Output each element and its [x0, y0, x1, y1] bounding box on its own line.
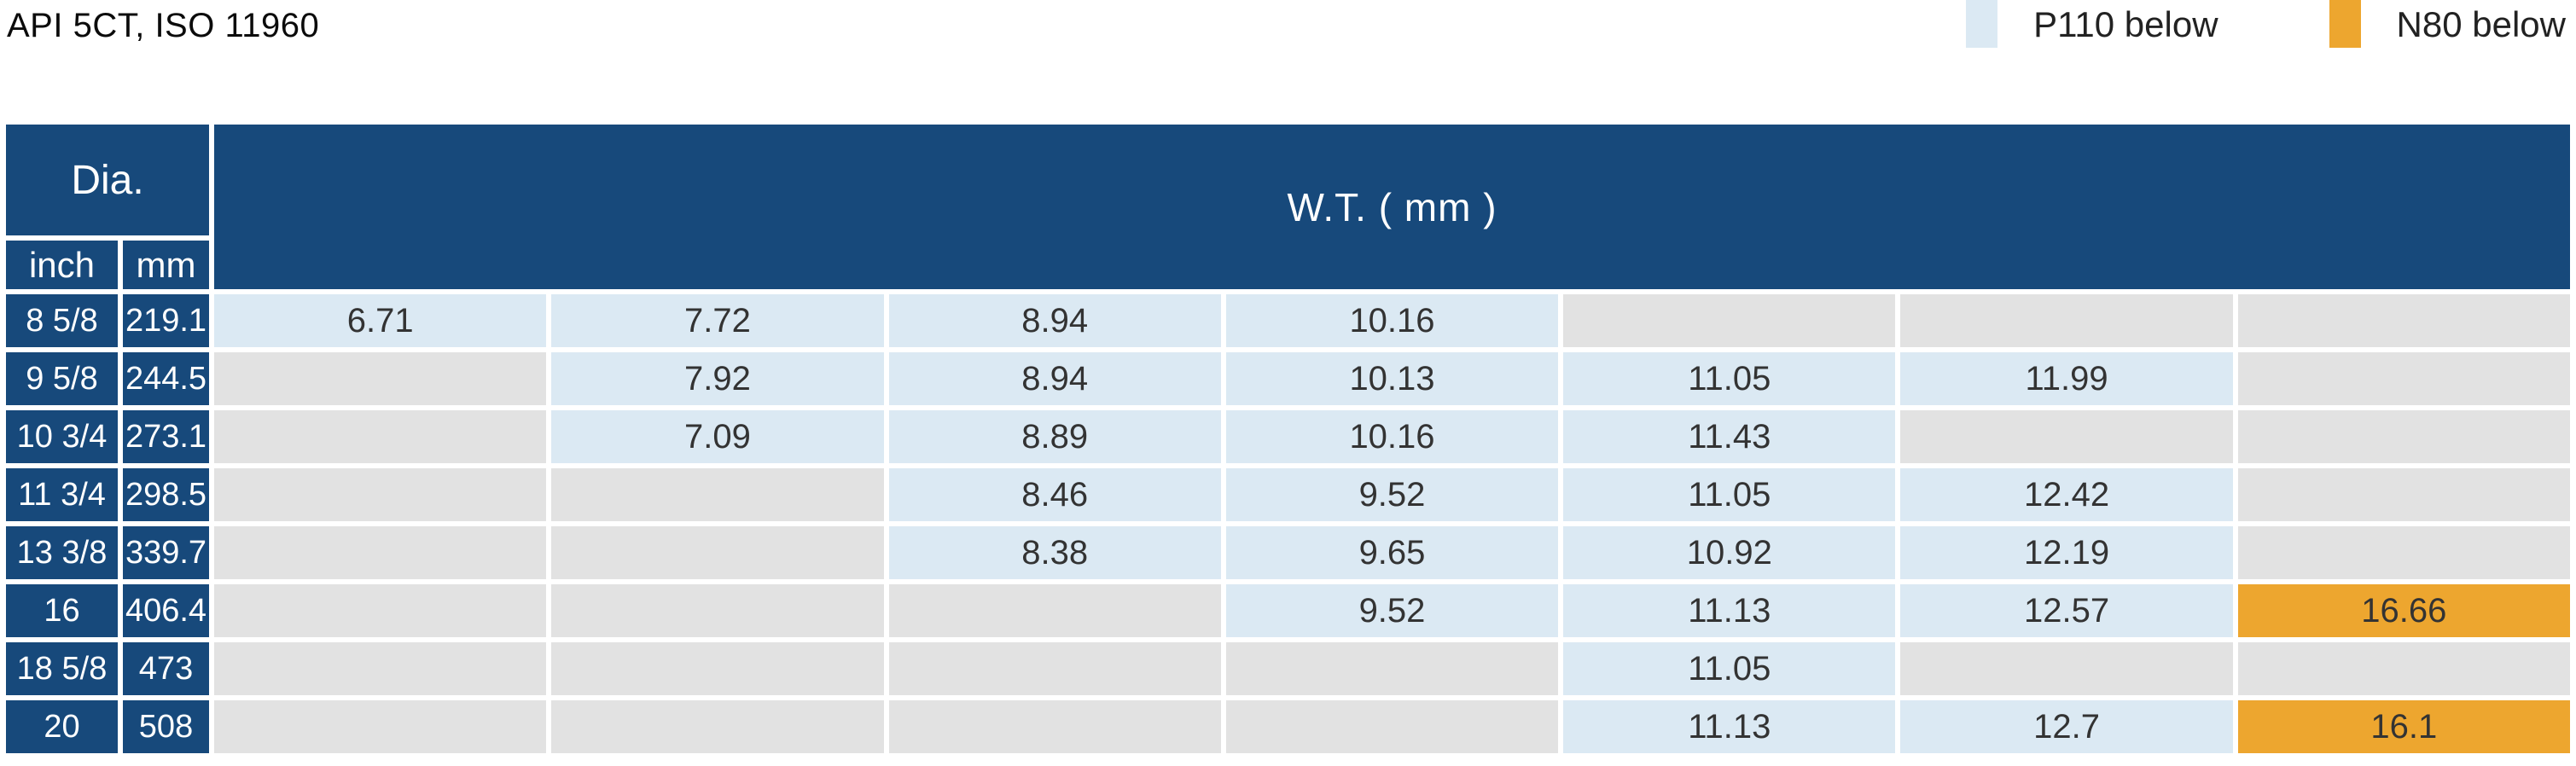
- dia-mm-cell: 244.5: [123, 352, 210, 405]
- wt-value-cell: 10.13: [1225, 352, 1559, 405]
- dia-mm-cell: 508: [123, 700, 210, 753]
- legend-label-p110: P110 below: [2033, 4, 2218, 44]
- p110-swatch: [1966, 0, 1998, 48]
- wt-value-cell: 6.71: [214, 294, 547, 347]
- wt-empty-cell: [551, 642, 884, 695]
- wt-empty-cell: [214, 700, 547, 753]
- wt-value-cell: 11.05: [1563, 468, 1896, 521]
- wt-empty-cell: [2237, 294, 2570, 347]
- wt-value-cell: 16.1: [2237, 700, 2570, 753]
- mm-header: mm: [123, 241, 210, 289]
- wt-value-cell: 10.16: [1225, 294, 1559, 347]
- table-row: 13 3/8 339.7 8.38 9.65 10.92 12.19: [6, 526, 2570, 579]
- inch-header: inch: [6, 241, 118, 289]
- wt-empty-cell: [2237, 642, 2570, 695]
- wt-value-cell: 11.43: [1563, 410, 1896, 463]
- table-row: 10 3/4 273.1 7.09 8.89 10.16 11.43: [6, 410, 2570, 463]
- wt-value-cell: 8.94: [888, 352, 1221, 405]
- dia-inch-cell: 20: [6, 700, 118, 753]
- wt-empty-cell: [551, 468, 884, 521]
- dia-inch-cell: 10 3/4: [6, 410, 118, 463]
- table-body: 8 5/8 219.1 6.71 7.72 8.94 10.16 9 5/8 244.5 7.9…: [6, 294, 2570, 753]
- legend-label-n80: N80 below: [2396, 4, 2566, 44]
- wt-empty-cell: [1900, 410, 2233, 463]
- wt-value-cell: 10.92: [1563, 526, 1896, 579]
- dia-inch-cell: 13 3/8: [6, 526, 118, 579]
- wt-empty-cell: [1900, 642, 2233, 695]
- wt-value-cell: 8.38: [888, 526, 1221, 579]
- wt-value-cell: 12.57: [1900, 584, 2233, 637]
- wt-empty-cell: [551, 700, 884, 753]
- wt-value-cell: 7.72: [551, 294, 884, 347]
- dia-mm-cell: 273.1: [123, 410, 210, 463]
- dia-mm-cell: 406.4: [123, 584, 210, 637]
- wt-empty-cell: [214, 352, 547, 405]
- header-row-1: Dia. W.T. ( mm ): [6, 125, 2570, 289]
- table-row: 20 508 11.13 12.7 16.1: [6, 700, 2570, 753]
- wt-empty-cell: [1563, 294, 1896, 347]
- table-row: 16 406.4 9.52 11.13 12.57 16.66: [6, 584, 2570, 637]
- wt-empty-cell: [551, 526, 884, 579]
- wt-empty-cell: [214, 410, 547, 463]
- dia-inch-cell: 11 3/4: [6, 468, 118, 521]
- wt-value-cell: 7.92: [551, 352, 884, 405]
- wt-value-cell: 7.09: [551, 410, 884, 463]
- wt-value-cell: 11.99: [1900, 352, 2233, 405]
- top-bar: API 5CT, ISO 11960 P110 below N80 below: [0, 0, 2576, 119]
- wt-empty-cell: [214, 642, 547, 695]
- dia-mm-cell: 219.1: [123, 294, 210, 347]
- dia-header: Dia.: [6, 125, 210, 235]
- dia-mm-cell: 339.7: [123, 526, 210, 579]
- casing-spec-table: Dia. W.T. ( mm ) inch mm 8 5/8 219.1 6.71 7…: [1, 119, 2575, 758]
- table-row: 18 5/8 473 11.05: [6, 642, 2570, 695]
- wt-empty-cell: [2237, 468, 2570, 521]
- wt-value-cell: 9.52: [1225, 584, 1559, 637]
- wt-empty-cell: [2237, 526, 2570, 579]
- wt-empty-cell: [214, 468, 547, 521]
- n80-swatch: [2329, 0, 2361, 48]
- wt-value-cell: 11.13: [1563, 700, 1896, 753]
- header-row-2: inch mm: [6, 241, 2570, 289]
- legend-item-n80: N80 below: [2329, 0, 2566, 49]
- wt-value-cell: 11.13: [1563, 584, 1896, 637]
- wt-value-cell: 11.05: [1563, 642, 1896, 695]
- wt-value-cell: 8.89: [888, 410, 1221, 463]
- wt-value-cell: 10.16: [1225, 410, 1559, 463]
- wt-empty-cell: [2237, 410, 2570, 463]
- wt-value-cell: 12.7: [1900, 700, 2233, 753]
- dia-mm-cell: 473: [123, 642, 210, 695]
- wt-empty-cell: [888, 584, 1221, 637]
- dia-inch-cell: 16: [6, 584, 118, 637]
- wt-empty-cell: [1900, 294, 2233, 347]
- dia-inch-cell: 9 5/8: [6, 352, 118, 405]
- dia-mm-cell: 298.5: [123, 468, 210, 521]
- wt-empty-cell: [1225, 642, 1559, 695]
- wt-value-cell: 9.65: [1225, 526, 1559, 579]
- table-row: 8 5/8 219.1 6.71 7.72 8.94 10.16: [6, 294, 2570, 347]
- wt-empty-cell: [888, 700, 1221, 753]
- wt-value-cell: 8.94: [888, 294, 1221, 347]
- wt-header: W.T. ( mm ): [214, 125, 2570, 289]
- wt-empty-cell: [214, 584, 547, 637]
- dia-inch-cell: 8 5/8: [6, 294, 118, 347]
- page-title: API 5CT, ISO 11960: [7, 7, 320, 44]
- wt-value-cell: 12.19: [1900, 526, 2233, 579]
- wt-empty-cell: [214, 526, 547, 579]
- wt-value-cell: 16.66: [2237, 584, 2570, 637]
- wt-value-cell: 12.42: [1900, 468, 2233, 521]
- wt-empty-cell: [1225, 700, 1559, 753]
- wt-value-cell: 9.52: [1225, 468, 1559, 521]
- legend-item-p110: P110 below: [1966, 0, 2218, 49]
- dia-inch-cell: 18 5/8: [6, 642, 118, 695]
- table-row: 11 3/4 298.5 8.46 9.52 11.05 12.42: [6, 468, 2570, 521]
- wt-empty-cell: [551, 584, 884, 637]
- table-row: 9 5/8 244.5 7.92 8.94 10.13 11.05 11.99: [6, 352, 2570, 405]
- wt-value-cell: 8.46: [888, 468, 1221, 521]
- wt-empty-cell: [2237, 352, 2570, 405]
- wt-value-cell: 11.05: [1563, 352, 1896, 405]
- wt-empty-cell: [888, 642, 1221, 695]
- legend: P110 below N80 below: [1966, 0, 2566, 49]
